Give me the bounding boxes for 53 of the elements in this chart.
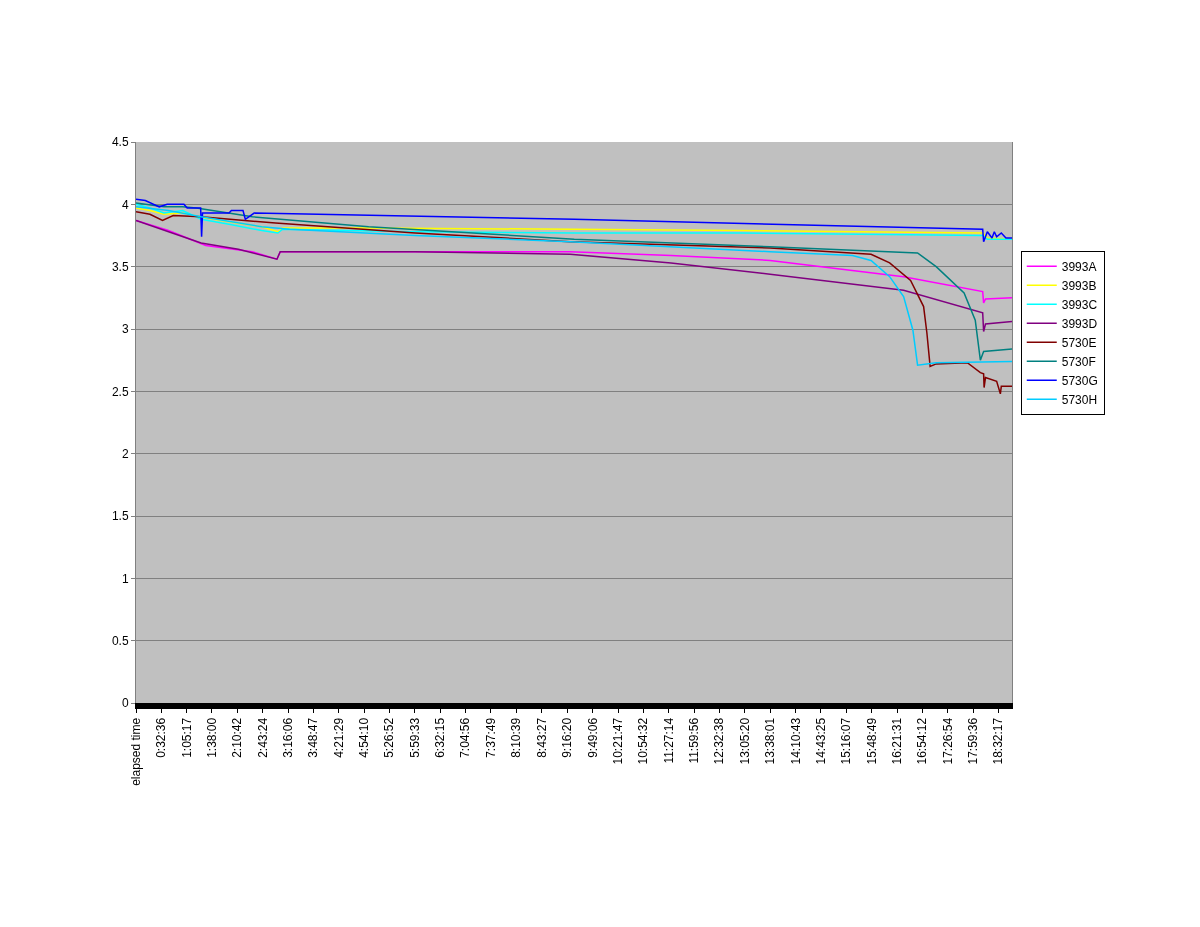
- x-tick-label: 11:27:14: [661, 717, 676, 764]
- y-tick-label: 0: [121, 696, 129, 711]
- x-tick-label: 13:38:01: [763, 717, 778, 765]
- x-tick-label: 9:16:20: [560, 717, 575, 758]
- x-tick-label: 4:21:29: [331, 717, 346, 758]
- legend-label: 3993B: [1061, 278, 1097, 293]
- x-tick-label: 0:32:36: [154, 717, 169, 758]
- x-tick-label: 1:38:00: [204, 717, 219, 758]
- x-tick-label: 2:43:24: [255, 717, 270, 758]
- x-tick-label: 5:26:52: [382, 717, 397, 758]
- x-tick-label: 12:32:38: [712, 717, 727, 765]
- legend-label: 3993C: [1061, 297, 1098, 312]
- x-tick-label: 13:05:20: [737, 717, 752, 765]
- x-tick-label: 16:21:31: [889, 717, 904, 765]
- x-tick-label: 1:05:17: [179, 717, 194, 758]
- x-tick-label: 4:54:10: [356, 717, 371, 758]
- x-tick-label: 16:54:12: [915, 717, 930, 765]
- y-tick-label: 3: [121, 322, 129, 337]
- x-tick-label: 14:43:25: [813, 717, 828, 765]
- x-tick-label: 7:37:49: [483, 717, 498, 758]
- x-tick-label: elapsed time: [128, 717, 143, 786]
- x-tick-label: 3:48:47: [306, 717, 321, 758]
- y-tick-label: 4: [121, 197, 129, 212]
- y-tick-label: 3.5: [111, 259, 129, 274]
- x-tick-label: 2:10:42: [230, 717, 245, 758]
- y-tick-label: 2: [121, 446, 129, 461]
- legend-label: 5730H: [1061, 392, 1098, 407]
- y-tick-label: 4.5: [111, 135, 129, 150]
- legend-label: 5730G: [1061, 373, 1098, 388]
- x-tick-label: 10:54:32: [636, 717, 651, 765]
- x-tick-label: 8:10:39: [509, 717, 524, 758]
- x-tick-label: 14:10:43: [788, 717, 803, 765]
- x-tick-label: 15:48:49: [864, 717, 879, 765]
- x-tick-label: 8:43:27: [534, 717, 549, 758]
- x-tick-label: 18:32:17: [991, 717, 1006, 765]
- y-tick-label: 2.5: [111, 384, 129, 399]
- y-tick-label: 0.5: [111, 633, 129, 648]
- y-tick-label: 1.5: [111, 509, 129, 524]
- x-tick-label: 15:16:07: [839, 717, 854, 765]
- x-tick-label: 9:49:06: [585, 717, 600, 758]
- x-tick-label: 11:59:56: [687, 717, 702, 764]
- x-tick-label: 3:16:06: [280, 717, 295, 758]
- x-tick-label: 5:59:33: [407, 717, 422, 758]
- y-tick-label: 1: [121, 571, 129, 586]
- legend-label: 3993D: [1061, 316, 1098, 331]
- x-tick-label: 17:26:54: [940, 717, 955, 765]
- x-tick-label: 17:59:36: [965, 717, 980, 765]
- x-tick-label: 6:32:15: [433, 717, 448, 758]
- x-tick-label: 10:21:47: [611, 717, 626, 765]
- legend-label: 3993A: [1061, 259, 1097, 274]
- legend-label: 5730F: [1061, 354, 1096, 369]
- legend-label: 5730E: [1061, 335, 1097, 350]
- x-tick-label: 7:04:56: [458, 717, 473, 758]
